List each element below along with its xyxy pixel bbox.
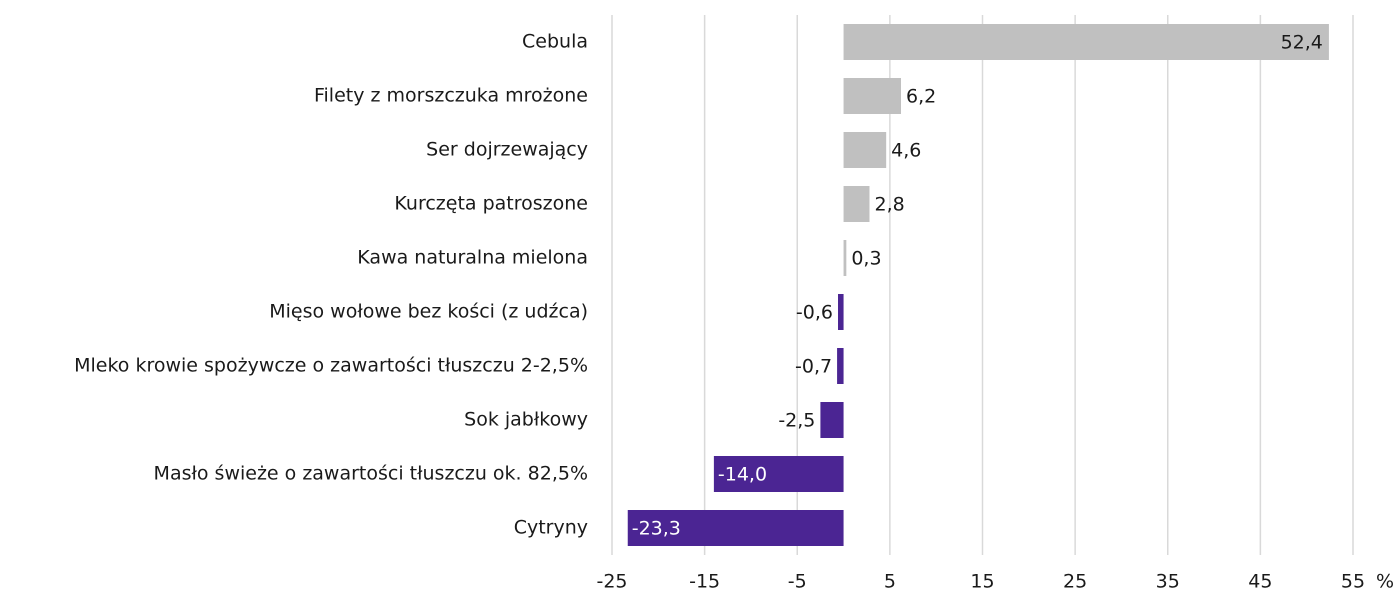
category-label: Sok jabłkowy [464, 409, 588, 431]
value-label: 4,6 [891, 140, 921, 162]
value-label: -2,5 [778, 410, 815, 432]
value-label: 0,3 [851, 248, 881, 270]
bar [838, 294, 844, 330]
category-label: Cytryny [514, 517, 588, 539]
axis-unit: % [1376, 571, 1394, 592]
category-label: Cebula [522, 31, 588, 53]
x-tick-label: 55 [1341, 571, 1365, 592]
bar [820, 402, 844, 438]
bar [843, 186, 870, 222]
value-label: 2,8 [874, 194, 904, 216]
x-tick-label: -15 [689, 571, 720, 592]
value-label: 52,4 [1281, 32, 1323, 54]
bar [843, 132, 887, 168]
category-label: Mleko krowie spożywcze o zawartości tłus… [74, 355, 588, 377]
bar [843, 24, 1329, 60]
category-label: Kurczęta patroszone [394, 193, 588, 215]
value-label: -14,0 [718, 464, 767, 486]
x-tick-label: -25 [596, 571, 627, 592]
bar [627, 510, 844, 546]
x-tick-label: 35 [1156, 571, 1180, 592]
x-tick-label: -5 [788, 571, 807, 592]
value-label: -0,7 [795, 356, 832, 378]
bar [843, 240, 847, 276]
value-label: -0,6 [796, 302, 833, 324]
value-label: 6,2 [906, 86, 936, 108]
category-label: Masło świeże o zawartości tłuszczu ok. 8… [154, 463, 588, 485]
x-tick-label: 25 [1063, 571, 1087, 592]
category-label: Kawa naturalna mielona [357, 247, 588, 269]
bar [713, 456, 844, 492]
x-tick-label: 15 [970, 571, 994, 592]
category-label: Filety z morszczuka mrożone [314, 85, 588, 107]
value-label: -23,3 [632, 518, 681, 540]
category-label: Ser dojrzewający [426, 139, 588, 161]
category-label: Mięso wołowe bez kości (z udźca) [269, 301, 588, 323]
bar [843, 78, 901, 114]
bar [837, 348, 844, 384]
x-tick-label: 5 [884, 571, 896, 592]
x-tick-label: 45 [1248, 571, 1272, 592]
